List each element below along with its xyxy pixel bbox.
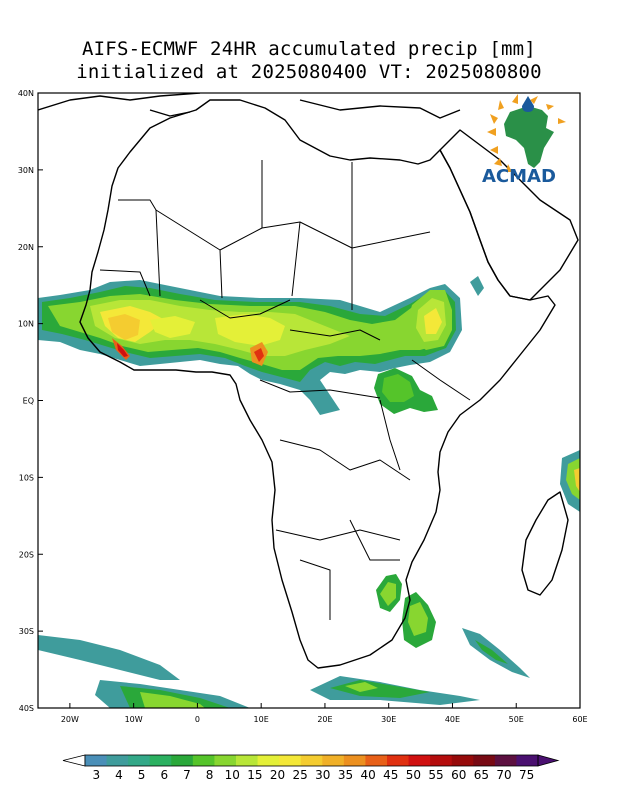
- lat-label: 10N: [18, 320, 34, 329]
- colorbar-label: 35: [338, 768, 353, 782]
- colorbar-label: 6: [160, 768, 168, 782]
- lat-label: 20S: [19, 550, 34, 559]
- colorbar-swatch: [322, 755, 345, 766]
- lon-label: 30E: [381, 715, 396, 724]
- colorbar-swatch: [279, 755, 302, 766]
- water-drop-icon: [522, 96, 534, 112]
- lon-label: 50E: [509, 715, 524, 724]
- colorbar-swatch: [430, 755, 453, 766]
- lat-label: 40N: [18, 89, 34, 98]
- colorbar-swatch: [343, 755, 366, 766]
- colorbar-label: 8: [206, 768, 214, 782]
- coastlines: [38, 93, 579, 669]
- colorbar-label: 40: [360, 768, 375, 782]
- colorbar-right-arrow: [537, 754, 560, 767]
- colorbar-swatch: [300, 755, 323, 766]
- logo-sun-rays-icon: [487, 94, 566, 172]
- colorbar-swatch: [516, 755, 539, 766]
- colorbar-swatch: [214, 755, 237, 766]
- colorbar-left-arrow: [62, 754, 86, 767]
- africa-silhouette-icon: [504, 106, 554, 168]
- country-borders: [99, 160, 471, 620]
- colorbar-swatch: [408, 755, 431, 766]
- colorbar-swatch: [473, 755, 496, 766]
- colorbar-label: 4: [115, 768, 123, 782]
- colorbar-label: 65: [474, 768, 489, 782]
- acmad-logo: ACMAD: [482, 94, 566, 187]
- colorbar-label: 20: [270, 768, 285, 782]
- map-title-line2: initialized at 2025080400 VT: 2025080800: [76, 61, 542, 83]
- longitude-axis: 20W 10W 0 10E 20E 30E 40E 50E 60E: [61, 703, 588, 724]
- lat-label: 10S: [19, 473, 34, 482]
- colorbar-label: 30: [315, 768, 330, 782]
- precip-field: [38, 276, 580, 708]
- colorbar-label: 15: [247, 768, 262, 782]
- map-title-line1: AIFS-ECMWF 24HR accumulated precip [mm]: [82, 38, 536, 60]
- colorbar-swatch: [85, 755, 108, 766]
- colorbar-label: 75: [519, 768, 534, 782]
- logo-text: ACMAD: [482, 166, 556, 187]
- colorbar-label: 10: [225, 768, 240, 782]
- colorbar-swatch: [451, 755, 474, 766]
- lat-label: 30N: [18, 166, 34, 175]
- colorbar-swatch: [365, 755, 388, 766]
- latitude-axis: 40N 30N 20N 10N EQ 10S 20S 30S 40S: [18, 89, 43, 713]
- lon-label: 60E: [572, 715, 587, 724]
- map-area: [38, 93, 580, 708]
- colorbar-label: 5: [138, 768, 146, 782]
- colorbar-swatch: [192, 755, 215, 766]
- lat-label: 40S: [19, 704, 34, 713]
- colorbar-swatch: [171, 755, 194, 766]
- lon-label: 10W: [125, 715, 143, 724]
- colorbar-swatch: [128, 755, 151, 766]
- lon-label: 10E: [254, 715, 269, 724]
- lat-label: EQ: [23, 397, 34, 406]
- colorbar-outline: [84, 754, 539, 767]
- lon-label: 40E: [445, 715, 460, 724]
- colorbar-swatch: [494, 755, 517, 766]
- colorbar-label: 70: [496, 768, 511, 782]
- colorbar-swatch: [257, 755, 280, 766]
- colorbar-swatch: [106, 755, 129, 766]
- colorbar-label: 7: [183, 768, 191, 782]
- colorbar-label: 25: [293, 768, 308, 782]
- lat-label: 30S: [19, 627, 34, 636]
- colorbar-label: 3: [93, 768, 101, 782]
- colorbar-label: 55: [428, 768, 443, 782]
- colorbar-label: 45: [383, 768, 398, 782]
- lon-label: 20E: [317, 715, 332, 724]
- colorbar: 3 4 5 6 7 8 10 15 20 25 30 35 40 45 50 55 60 65 70 75: [62, 754, 560, 782]
- lon-label: 0: [195, 715, 200, 724]
- lon-label: 20W: [61, 715, 79, 724]
- colorbar-swatch: [149, 755, 172, 766]
- colorbar-label: 60: [451, 768, 466, 782]
- colorbar-label: 50: [406, 768, 421, 782]
- lat-label: 20N: [18, 243, 34, 252]
- colorbar-swatch: [236, 755, 259, 766]
- colorbar-swatch: [387, 755, 410, 766]
